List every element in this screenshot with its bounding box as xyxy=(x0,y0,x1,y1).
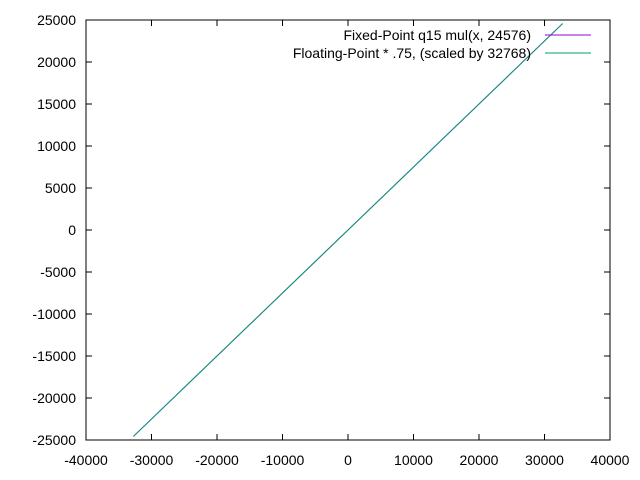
y-tick-label: -10000 xyxy=(32,306,76,322)
x-tick-label: 40000 xyxy=(591,452,630,468)
x-tick-label: 20000 xyxy=(460,452,499,468)
y-tick-label: 5000 xyxy=(45,180,76,196)
legend-label-2: Floating-Point * .75, (scaled by 32768) xyxy=(293,45,531,61)
x-tick-label: -10000 xyxy=(261,452,305,468)
y-tick-label: 0 xyxy=(68,222,76,238)
y-tick-label: -5000 xyxy=(40,264,76,280)
x-tick-label: -30000 xyxy=(130,452,174,468)
y-tick-label: -20000 xyxy=(32,390,76,406)
y-tick-label: -25000 xyxy=(32,432,76,448)
x-tick-label: -40000 xyxy=(64,452,108,468)
y-tick-label: 20000 xyxy=(37,54,76,70)
y-tick-label: 25000 xyxy=(37,12,76,28)
series-line-2 xyxy=(133,23,563,437)
legend: Fixed-Point q15 mul(x, 24576) Floating-Po… xyxy=(293,27,591,61)
x-tick-label: 10000 xyxy=(394,452,433,468)
y-axis: -25000 -20000 -15000 -10000 -5000 0 5000 10000 1… xyxy=(32,12,610,448)
y-tick-label: -15000 xyxy=(32,348,76,364)
x-axis: -40000 -30000 -20000 -10000 0 10000 20000 30000… xyxy=(64,20,630,468)
y-tick-label: 15000 xyxy=(37,96,76,112)
x-tick-label: -20000 xyxy=(195,452,239,468)
x-tick-label: 30000 xyxy=(525,452,564,468)
x-tick-label: 0 xyxy=(344,452,352,468)
y-tick-label: 10000 xyxy=(37,138,76,154)
series-layer xyxy=(133,23,563,437)
legend-label-1: Fixed-Point q15 mul(x, 24576) xyxy=(343,27,531,43)
